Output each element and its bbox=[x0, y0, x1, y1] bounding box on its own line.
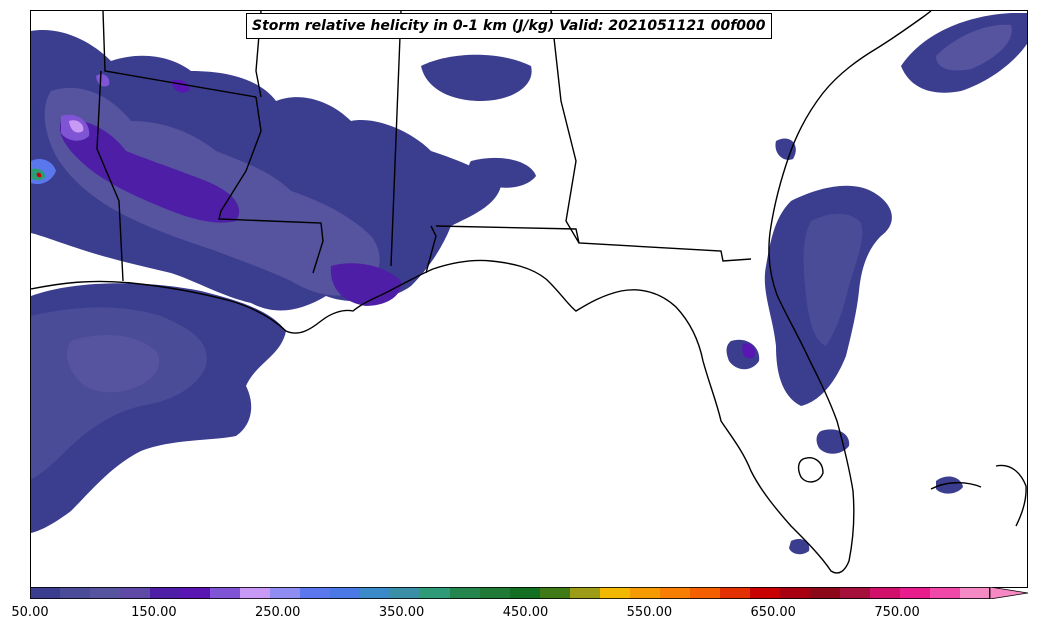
colorbar-segments bbox=[30, 587, 991, 599]
colorbar-segment bbox=[660, 587, 691, 599]
coastline-east-island bbox=[995, 464, 1027, 527]
coastline-cuba-bahamas bbox=[930, 482, 982, 490]
field-region-gulf-west-core bbox=[66, 335, 160, 393]
colorbar-segment bbox=[960, 587, 991, 599]
colorbar-segment bbox=[270, 587, 301, 599]
map-panel bbox=[30, 10, 1028, 588]
colorbar-tick-label: 450.00 bbox=[502, 605, 549, 620]
colorbar-segment bbox=[90, 587, 121, 599]
field-cell-northwest bbox=[421, 54, 532, 101]
field-cell-peninsula-core bbox=[742, 343, 756, 359]
colorbar-segment bbox=[870, 587, 901, 599]
state-and-coast-boundaries bbox=[31, 11, 1027, 574]
state-line-alabama-florida bbox=[425, 225, 437, 274]
colorbar-segment bbox=[510, 587, 541, 599]
colorbar-segment bbox=[570, 587, 601, 599]
state-line-alabama-georgia bbox=[550, 11, 580, 244]
colorbar-segment bbox=[600, 587, 631, 599]
colorbar-segment bbox=[240, 587, 271, 599]
colorbar-tick-label: 250.00 bbox=[254, 605, 301, 620]
colorbar-segment bbox=[930, 587, 961, 599]
colorbar-outline bbox=[30, 587, 990, 599]
colorbar-tick-label: 550.00 bbox=[626, 605, 673, 620]
colorbar-segment bbox=[780, 587, 811, 599]
field-cell-ne-gulf bbox=[468, 157, 536, 188]
colorbar-tick-label: 350.00 bbox=[378, 605, 425, 620]
colorbar-tick-label: 650.00 bbox=[750, 605, 796, 620]
field-region-atlantic-north-inner bbox=[936, 24, 1012, 71]
colorbar-segment bbox=[480, 587, 511, 599]
coastline-gulf bbox=[31, 11, 932, 574]
field-cell-ga-coast bbox=[775, 138, 796, 160]
colorbar-extend-arrow bbox=[989, 587, 1029, 599]
colorbar-segment bbox=[720, 587, 751, 599]
colorbar-segment bbox=[60, 587, 91, 599]
lake-okeechobee bbox=[797, 457, 824, 483]
colorbar-segment bbox=[300, 587, 331, 599]
field-region-coast-core bbox=[330, 263, 402, 306]
colorbar-segment bbox=[150, 587, 181, 599]
colorbar-segment bbox=[810, 587, 841, 599]
colorbar-segment bbox=[750, 587, 781, 599]
colorbar-segment bbox=[390, 587, 421, 599]
colorbar-segment bbox=[450, 587, 481, 599]
field-cell-keys bbox=[789, 539, 810, 555]
colorbar-segment bbox=[180, 587, 211, 599]
state-line-georgia-florida bbox=[435, 225, 752, 262]
colorbar-segment bbox=[420, 587, 451, 599]
state-line-arkansas-louisiana bbox=[102, 11, 257, 98]
state-line-mississippi-west bbox=[218, 96, 324, 274]
colorbar bbox=[30, 587, 1029, 599]
field-cell-bahamas bbox=[936, 476, 963, 494]
colorbar-segment bbox=[840, 587, 871, 599]
field-cell-west-edge-5 bbox=[36, 172, 42, 178]
colorbar-segment bbox=[360, 587, 391, 599]
helicity-field bbox=[31, 13, 1027, 555]
colorbar-segment bbox=[120, 587, 151, 599]
state-line-alabama-west bbox=[390, 11, 402, 267]
field-region-central-core bbox=[59, 120, 240, 223]
map-title: Storm relative helicity in 0-1 km (J/kg)… bbox=[246, 13, 772, 39]
colorbar-segment bbox=[630, 587, 661, 599]
field-cell-west-edge-2 bbox=[69, 120, 84, 133]
field-cell-north-1 bbox=[96, 74, 110, 87]
field-region-atlantic-east-inner bbox=[803, 213, 863, 346]
state-line-texas-louisiana bbox=[96, 70, 124, 282]
colorbar-tick-label: 50.00 bbox=[11, 605, 49, 620]
colorbar-segment bbox=[210, 587, 241, 599]
colorbar-segment bbox=[540, 587, 571, 599]
field-region-central-north bbox=[31, 30, 501, 311]
colorbar-segment bbox=[30, 587, 61, 599]
colorbar-tick-label: 150.00 bbox=[131, 605, 177, 620]
colorbar-segment bbox=[900, 587, 931, 599]
colorbar-segment bbox=[330, 587, 361, 599]
map-canvas bbox=[31, 11, 1027, 574]
colorbar-segment bbox=[690, 587, 721, 599]
colorbar-tick-label: 750.00 bbox=[874, 605, 920, 620]
